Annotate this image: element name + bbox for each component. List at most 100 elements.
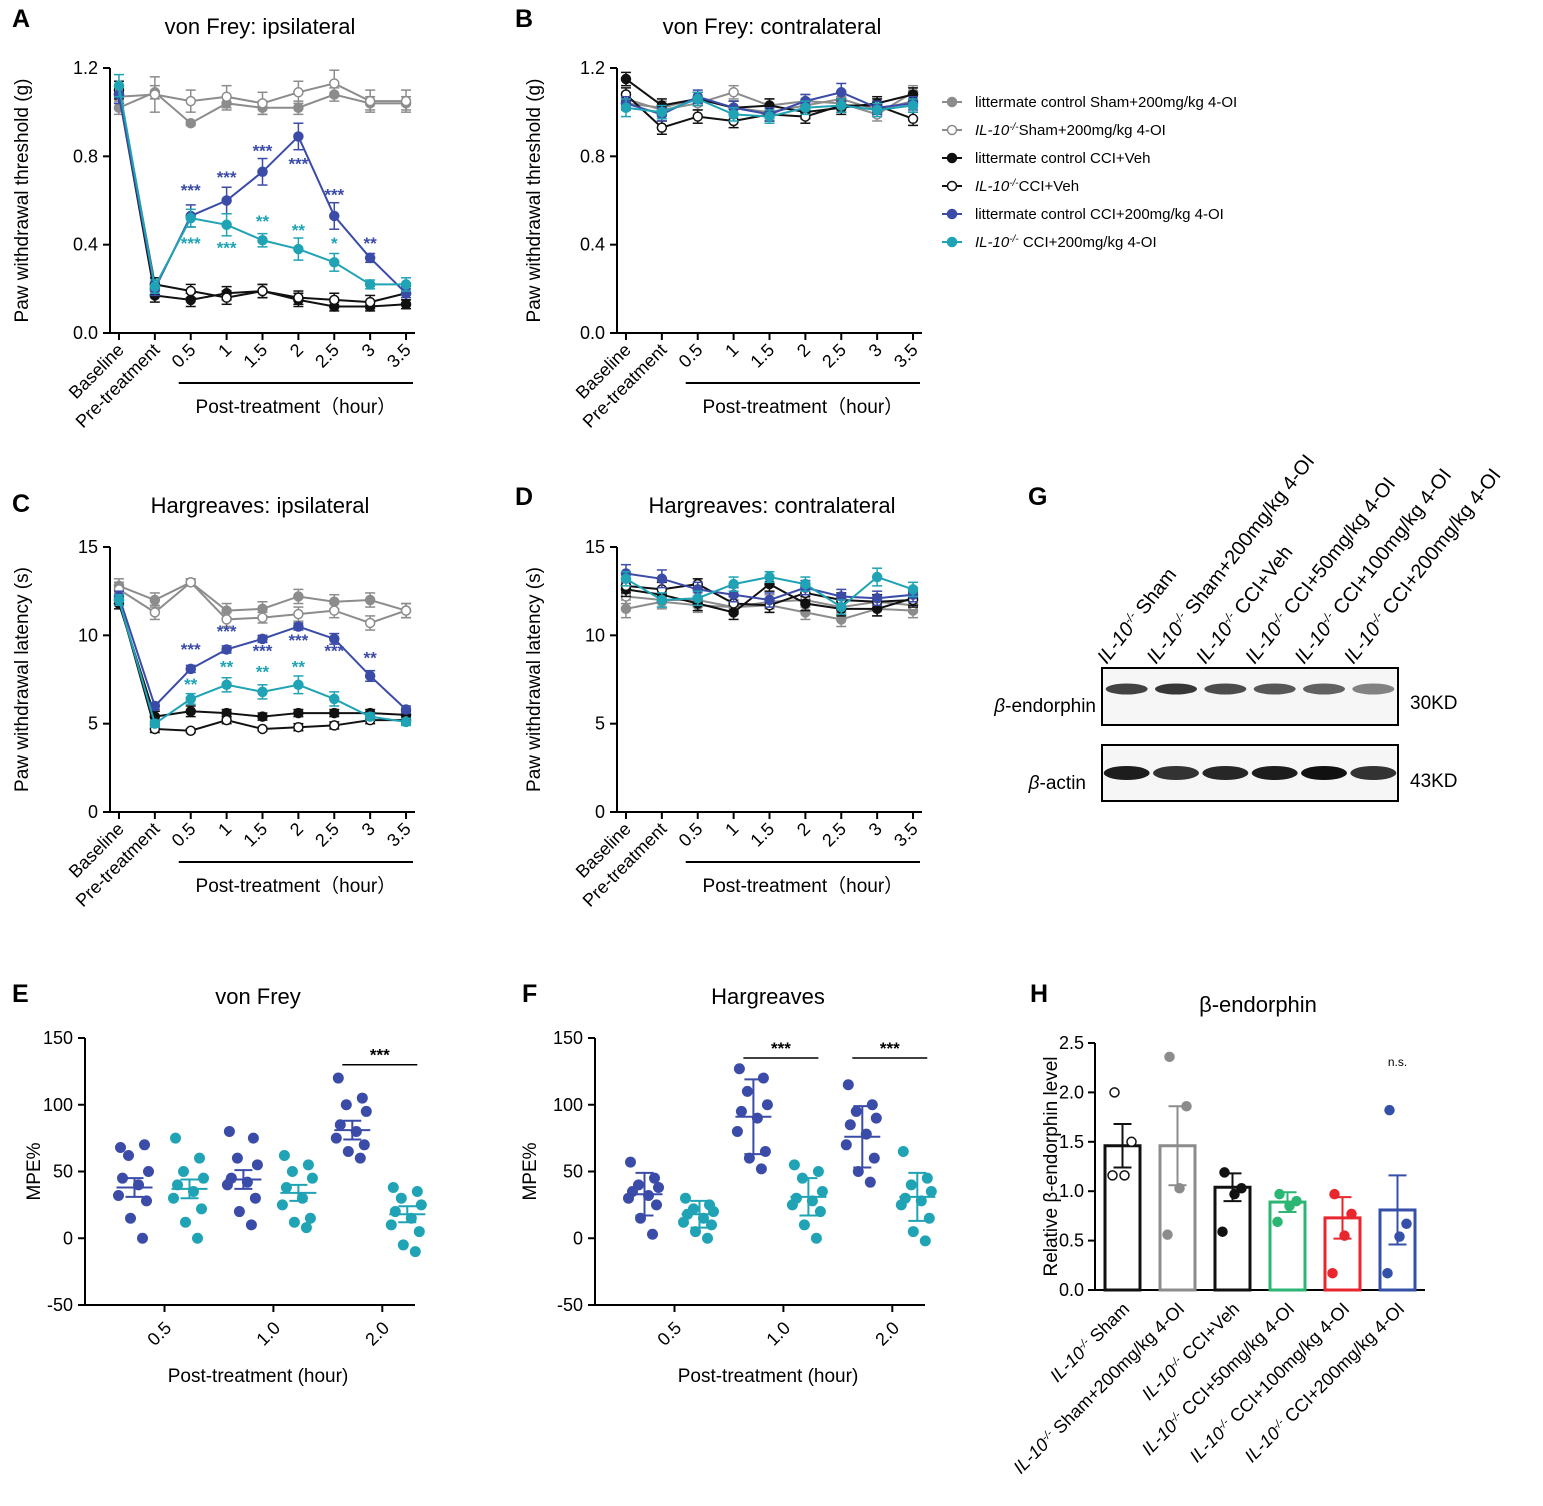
x-tick-label: 1.5 [239,819,271,851]
data-point [868,1152,880,1164]
data-point [221,644,232,655]
data-point [300,1222,312,1234]
legend-gene: IL-10 [975,234,1010,251]
x-tick-label: 0.5 [168,819,200,851]
data-point [302,1159,314,1171]
significance-mark: n.s. [1388,1055,1407,1069]
data-point [342,1145,354,1157]
data-point [1346,1208,1357,1220]
data-point [117,1172,128,1184]
panel-label: F [522,980,537,1008]
data-point [293,721,304,733]
y-tick-label: 50 [53,1162,73,1182]
data-point [623,1192,634,1204]
data-point [733,1063,745,1075]
x-label-group: Sham [1082,1299,1133,1350]
data-point [168,1192,179,1204]
data-point [304,1212,316,1224]
band-size-label: 43KD [1410,771,1458,792]
data-point [643,1190,654,1202]
x-tick-label: 2 [286,819,307,840]
x-axis-label: Post-treatment (hour) [168,1366,349,1387]
data-point [356,1092,368,1104]
data-point [649,1172,660,1184]
data-point [334,1119,346,1131]
data-point [149,594,161,606]
data-point [764,571,775,583]
legend-entry: IL-10-/-Sham+200mg/kg 4-OI [975,122,1166,140]
data-point [692,592,703,604]
data-point [651,1199,662,1211]
data-point [329,294,340,306]
y-tick-label: 100 [553,1095,583,1115]
blot-band [1352,683,1395,695]
data-point [364,252,376,264]
significance-mark: ** [256,212,270,231]
data-point [620,603,632,615]
panel-d-chart: D Hargreaves: contralateral 0 5 10 15 Paw with… [515,483,922,911]
x-tick-label: 1.5 [746,340,778,372]
data-point [389,1206,401,1218]
data-point [852,1166,864,1177]
y-tick-label: 0 [573,1228,583,1248]
panel-label: G [1028,483,1047,511]
y-tick-label: 1.0 [1059,1181,1084,1201]
significance-mark: ** [220,657,234,676]
data-point [814,1206,826,1218]
significance-mark: *** [771,1039,791,1058]
data-point [1327,1267,1338,1279]
data-point [871,104,883,116]
data-point [895,1199,907,1211]
data-point [278,1149,290,1161]
data-point [413,1226,425,1238]
data-point [836,87,847,98]
x-tick-label: 1.5 [239,340,271,372]
significance-mark: ** [292,657,306,676]
series-line [117,94,407,294]
y-tick-label: 10 [585,625,605,645]
significance-mark: *** [181,181,201,200]
data-point [185,577,196,588]
data-point [919,1235,931,1247]
panel-label: A [12,5,30,33]
data-point [149,89,161,100]
data-point [1119,1170,1130,1181]
data-point [185,693,196,705]
legend-marker [946,124,958,136]
y-tick-label: 0.4 [580,235,605,255]
data-point [293,102,304,113]
y-axis-label: MPE% [24,1142,45,1200]
data-point [656,106,668,118]
data-point [915,1195,927,1207]
data-point [1274,1188,1285,1200]
panel-c-chart: C Hargreaves: ipsilateral 0 5 10 15 Paw withdr… [12,490,415,911]
legend-genotype: -/- [1009,122,1019,133]
data-point [149,607,161,618]
data-point [1217,1226,1228,1237]
data-point [293,707,304,719]
data-point [751,1112,763,1124]
data-point [755,1163,767,1175]
legend-text: CCI+Veh [1019,178,1079,195]
legend-text: Sham+200mg/kg 4-OI [1019,122,1166,139]
data-point [364,594,376,606]
x-tick-label: 1.0 [252,1318,284,1350]
data-point [185,117,196,129]
data-point [1174,1182,1185,1194]
data-point [293,87,304,98]
data-point [185,663,196,675]
blot-endorphin-box [1101,667,1399,726]
blot-band [1301,766,1347,780]
data-point [1394,1231,1405,1242]
legend-marker [946,152,958,164]
data-point [656,594,668,606]
row-label-beta: β [993,696,1005,717]
data-point [123,1149,134,1161]
blot-actin-box [1101,744,1399,802]
x-tick-label: 2.5 [818,819,850,851]
data-point [251,1159,263,1171]
data-point [1272,1216,1283,1228]
x-tick-label: 2.5 [311,819,343,851]
data-point [257,235,268,246]
